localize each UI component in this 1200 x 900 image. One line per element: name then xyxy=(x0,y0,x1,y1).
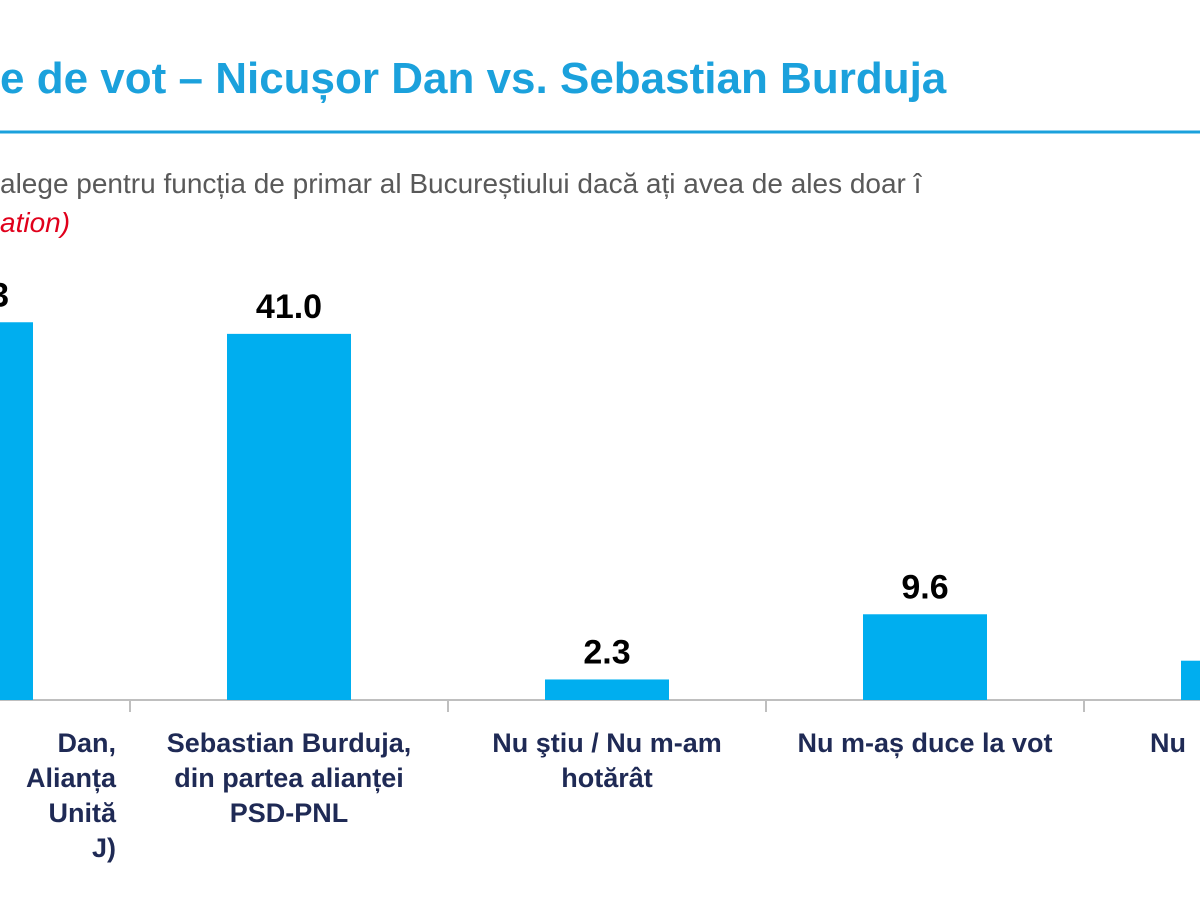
note: ation) xyxy=(0,207,70,238)
x-tick-label: Nu xyxy=(1150,728,1186,758)
x-tick-label-line: J) xyxy=(92,833,116,863)
x-tick-label-line: Dan, xyxy=(57,728,116,758)
x-tick-label-line: Nu ştiu / Nu m-am xyxy=(492,728,722,758)
x-tick-label: Dan, Alianța Unită J) xyxy=(26,728,117,863)
x-tick-label-line: Unită xyxy=(49,798,117,828)
subtitle: alege pentru funcția de primar al Bucure… xyxy=(0,168,923,199)
x-tick-label-line: din partea alianței xyxy=(174,763,404,793)
x-tick-label-line: hotărât xyxy=(561,763,653,793)
x-tick-label-line: Nu m-aș duce la vot xyxy=(797,728,1052,758)
x-tick-label: Nu m-aș duce la vot xyxy=(797,728,1052,758)
bar xyxy=(863,614,987,700)
x-tick-label: Sebastian Burduja, din partea alianței PSD… xyxy=(167,728,412,828)
x-tick-label: Nu ştiu / Nu m-am hotărât xyxy=(492,728,722,793)
bar xyxy=(545,679,669,700)
bar xyxy=(1181,660,1200,700)
chart-title: e de vot – Nicușor Dan vs. Sebastian Bur… xyxy=(0,54,947,103)
value-label: 3 xyxy=(0,276,9,314)
x-tick-label-line: PSD-PNL xyxy=(230,798,349,828)
value-label: 41.0 xyxy=(256,288,322,326)
x-tick-label-line: Nu xyxy=(1150,728,1186,758)
x-tick-label-line: Sebastian Burduja, xyxy=(167,728,412,758)
value-label: 9.6 xyxy=(901,568,948,606)
bar xyxy=(227,333,351,700)
bar xyxy=(0,322,33,700)
value-label: 2.3 xyxy=(583,633,630,671)
x-tick-label-line: Alianța xyxy=(26,763,117,793)
